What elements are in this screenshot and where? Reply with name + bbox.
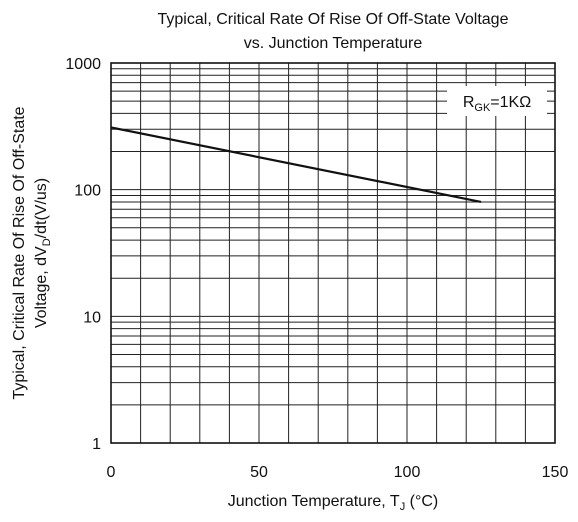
x-tick-label: 150 [542, 464, 569, 481]
chart-title-line-2: vs. Junction Temperature [244, 35, 423, 52]
y-tick-label: 1000 [65, 56, 101, 73]
x-tick-label: 0 [107, 464, 116, 481]
x-axis-label-main: Junction Temperature, T [228, 493, 400, 510]
annotation-rgk-main: R [463, 94, 475, 111]
x-tick-label: 50 [250, 464, 268, 481]
x-axis-label: Junction Temperature, TJ (°C) [228, 493, 439, 513]
x-axis-label-sub: J [400, 501, 406, 513]
y-axis-label-line-1: Typical, Critical Rate Of Rise Of Off-St… [11, 106, 28, 399]
y-tick-label: 10 [83, 309, 101, 326]
y-axis-label-line-2-prefix: Voltage, dV [33, 246, 50, 328]
x-tick-label: 100 [394, 464, 421, 481]
annotation-rgk-rest: =1KΩ [490, 94, 531, 111]
x-tick-labels: 0 50 100 150 [107, 464, 569, 481]
grid-lines [111, 63, 555, 443]
annotation-background [447, 86, 547, 116]
y-tick-label: 100 [74, 183, 101, 200]
series-layer [110, 126, 482, 203]
y-axis-label-line-2: Voltage, dVD/dt(V/us) [33, 178, 53, 328]
annotation-rgk-sub: GK [474, 102, 491, 114]
y-axis-label-line-2-sub: D [41, 238, 53, 246]
y-axis-label-line-2-suffix: /dt(V/us) [33, 178, 50, 238]
plot-frame [110, 62, 556, 444]
y-tick-label: 1 [92, 436, 101, 453]
annotation-rgk: RGK=1KΩ [463, 94, 531, 114]
series-line [110, 126, 482, 203]
y-tick-labels: 1 10 100 1000 [65, 56, 101, 453]
chart-title-line-1: Typical, Critical Rate Of Rise Of Off-St… [158, 11, 509, 28]
x-axis-label-unit: (°C) [405, 493, 438, 510]
